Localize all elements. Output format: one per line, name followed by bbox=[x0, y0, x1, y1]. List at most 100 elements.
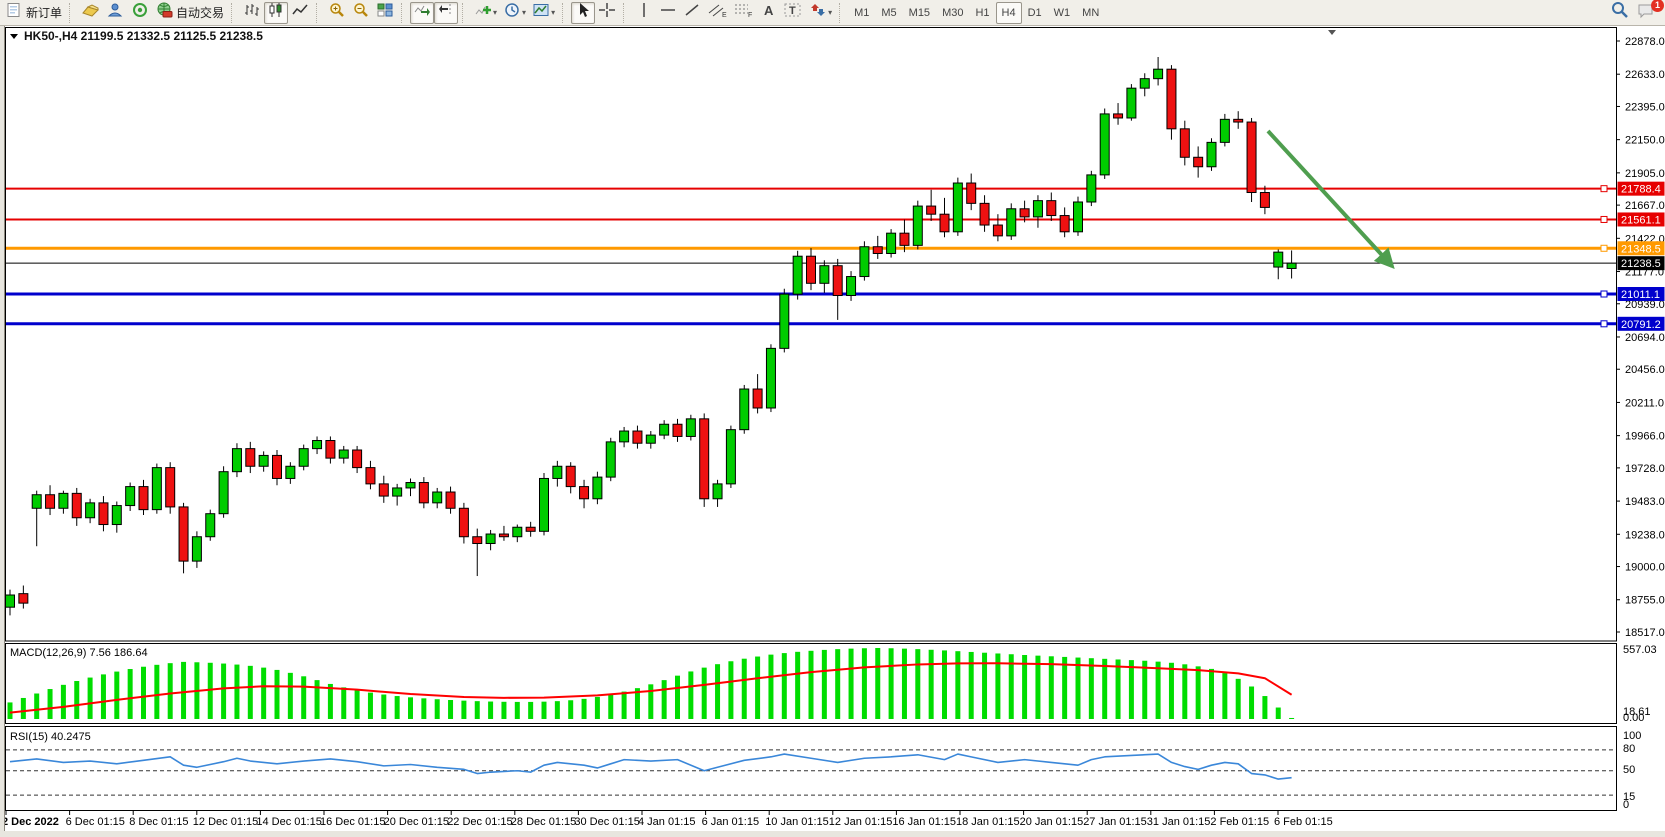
tf-m1-button[interactable]: M1 bbox=[854, 6, 870, 19]
tf-m15-button[interactable]: M15 bbox=[908, 6, 931, 19]
tf-m30-button[interactable]: M30 bbox=[942, 6, 964, 19]
svg-text:8 Dec 01:15: 8 Dec 01:15 bbox=[129, 816, 188, 828]
tile-windows-button[interactable] bbox=[373, 2, 397, 24]
zoom-in-button[interactable] bbox=[325, 2, 349, 24]
text-button[interactable]: A bbox=[756, 2, 780, 24]
price-chart-svg[interactable]: 22878.0 22633.0 22395.0 22150.0 21905.0 21667… bbox=[0, 26, 1665, 837]
zoom-in-icon bbox=[328, 2, 346, 23]
svg-text:16 Jan 01:15: 16 Jan 01:15 bbox=[892, 816, 956, 828]
svg-text:0: 0 bbox=[1623, 799, 1629, 811]
zoom-out-icon bbox=[352, 2, 370, 23]
svg-text:15: 15 bbox=[1623, 791, 1635, 803]
channel-button[interactable]: E bbox=[704, 2, 730, 24]
svg-text:30 Dec 01:15: 30 Dec 01:15 bbox=[574, 816, 639, 828]
svg-text:20211.0: 20211.0 bbox=[1625, 397, 1664, 409]
toolbar-separator bbox=[316, 2, 322, 23]
trend-line-button[interactable] bbox=[680, 2, 704, 24]
text-icon: A bbox=[760, 2, 776, 23]
candlestick-icon bbox=[267, 2, 285, 23]
toolbar-right: 1 bbox=[1607, 0, 1664, 24]
data-window-button[interactable] bbox=[104, 2, 128, 24]
templates-button[interactable]: ▾ bbox=[529, 2, 558, 24]
line-chart-button[interactable] bbox=[288, 2, 312, 24]
svg-text:21011.1: 21011.1 bbox=[1621, 289, 1660, 301]
search-button[interactable] bbox=[1607, 2, 1633, 24]
gold-button[interactable] bbox=[78, 2, 104, 24]
periods-button[interactable]: ▾ bbox=[500, 2, 529, 24]
tf-h4-button[interactable]: H4 bbox=[995, 1, 1022, 24]
svg-text:22878.0: 22878.0 bbox=[1625, 36, 1665, 48]
svg-text:557.03: 557.03 bbox=[1623, 644, 1657, 656]
chat-button[interactable]: 1 bbox=[1633, 0, 1664, 24]
toolbar-separator bbox=[462, 2, 468, 23]
auto-trading-icon bbox=[155, 2, 173, 23]
svg-text:27 Jan 01:15: 27 Jan 01:15 bbox=[1083, 816, 1147, 828]
new-order-label: 新订单 bbox=[26, 6, 63, 20]
svg-text:18517.0: 18517.0 bbox=[1625, 627, 1665, 639]
tf-mn-button[interactable]: MN bbox=[1082, 6, 1100, 19]
svg-text:20456.0: 20456.0 bbox=[1625, 364, 1665, 376]
svg-text:2 Feb 01:15: 2 Feb 01:15 bbox=[1210, 816, 1269, 828]
svg-text:6 Feb 01:15: 6 Feb 01:15 bbox=[1274, 816, 1333, 828]
text-label-button[interactable]: T bbox=[780, 2, 806, 24]
tf-d1-button[interactable]: D1 bbox=[1027, 6, 1042, 19]
channel-icon: E bbox=[707, 2, 727, 23]
svg-text:RSI(15) 40.2475: RSI(15) 40.2475 bbox=[10, 731, 91, 743]
svg-text:20694.0: 20694.0 bbox=[1625, 332, 1665, 344]
arrows-dropdown-arrow[interactable]: ▾ bbox=[828, 8, 833, 17]
crosshair-icon bbox=[598, 2, 616, 23]
indicators-dropdown-arrow[interactable]: ▾ bbox=[493, 8, 498, 17]
signal-icon bbox=[131, 2, 149, 23]
tf-m5-button[interactable]: M5 bbox=[881, 6, 897, 19]
chart-area[interactable]: 22878.0 22633.0 22395.0 22150.0 21905.0 21667… bbox=[0, 26, 1665, 837]
arrows-button[interactable]: ▾ bbox=[806, 2, 835, 24]
auto-scroll-icon bbox=[413, 2, 431, 23]
new-order-icon bbox=[5, 2, 23, 23]
svg-text:21561.1: 21561.1 bbox=[1621, 214, 1661, 226]
main-toolbar: 新订单 自动交易 ▾ ▾ ▾ E F A T ▾ M1 M5 M15 M30 H1 H4 D1 W1 MN 1 bbox=[0, 0, 1665, 26]
bar-chart-icon bbox=[243, 2, 261, 23]
auto-scroll-button[interactable] bbox=[410, 1, 435, 24]
svg-text:18 Jan 01:15: 18 Jan 01:15 bbox=[956, 816, 1020, 828]
svg-text:20 Dec 01:15: 20 Dec 01:15 bbox=[384, 816, 449, 828]
chart-shift-button[interactable] bbox=[434, 1, 459, 24]
window-left-edge bbox=[0, 26, 5, 837]
toolbar-separator bbox=[623, 2, 629, 23]
new-order-button[interactable]: 新订单 bbox=[2, 2, 65, 24]
svg-text:18.61: 18.61 bbox=[1623, 706, 1651, 718]
horizontal-line-button[interactable] bbox=[656, 2, 680, 24]
tf-h1-button[interactable]: H1 bbox=[975, 6, 990, 19]
svg-text:12 Dec 01:15: 12 Dec 01:15 bbox=[193, 816, 258, 828]
cursor-button[interactable] bbox=[571, 1, 596, 24]
svg-text:28 Dec 01:15: 28 Dec 01:15 bbox=[511, 816, 576, 828]
candlestick-button[interactable] bbox=[264, 1, 289, 24]
horizontal-line-icon bbox=[659, 2, 677, 23]
vertical-line-button[interactable] bbox=[632, 2, 656, 24]
svg-text:19000.0: 19000.0 bbox=[1625, 562, 1665, 574]
svg-text:14 Dec 01:15: 14 Dec 01:15 bbox=[256, 816, 321, 828]
indicators-icon bbox=[474, 2, 492, 23]
svg-text:6 Dec 01:15: 6 Dec 01:15 bbox=[66, 816, 125, 828]
templates-dropdown-arrow[interactable]: ▾ bbox=[551, 8, 556, 17]
crosshair-button[interactable] bbox=[595, 2, 619, 24]
svg-text:2 Dec 2022: 2 Dec 2022 bbox=[2, 816, 59, 828]
fibonacci-button[interactable]: F bbox=[730, 2, 756, 24]
svg-text:21348.5: 21348.5 bbox=[1621, 243, 1661, 255]
tf-w1-button[interactable]: W1 bbox=[1053, 6, 1071, 19]
svg-text:6 Jan 01:15: 6 Jan 01:15 bbox=[702, 816, 760, 828]
toolbar-separator bbox=[839, 2, 845, 23]
indicators-button[interactable]: ▾ bbox=[471, 2, 500, 24]
toolbar-separator bbox=[69, 2, 75, 23]
bar-chart-button[interactable] bbox=[240, 2, 264, 24]
periods-dropdown-arrow[interactable]: ▾ bbox=[522, 8, 527, 17]
svg-text:20939.0: 20939.0 bbox=[1625, 299, 1665, 311]
auto-trading-button[interactable]: 自动交易 bbox=[152, 2, 227, 24]
gold-icon bbox=[81, 2, 101, 23]
zoom-out-button[interactable] bbox=[349, 2, 373, 24]
window-bottom-edge bbox=[0, 831, 1665, 837]
svg-text:0.00: 0.00 bbox=[1623, 712, 1644, 724]
svg-text:22395.0: 22395.0 bbox=[1625, 101, 1665, 113]
signal-button[interactable] bbox=[128, 2, 152, 24]
svg-text:21667.0: 21667.0 bbox=[1625, 200, 1665, 212]
toolbar-separator bbox=[562, 2, 568, 23]
